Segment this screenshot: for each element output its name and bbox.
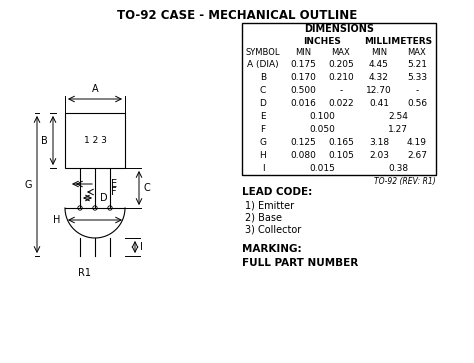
Text: 0.105: 0.105 (328, 151, 354, 160)
Text: 4.19: 4.19 (407, 138, 427, 147)
Text: 0.170: 0.170 (290, 73, 316, 82)
Text: I: I (140, 242, 143, 252)
Text: 5.21: 5.21 (407, 60, 427, 69)
Text: A: A (91, 84, 98, 94)
Text: H: H (260, 151, 266, 160)
Text: TO-92 (REV: R1): TO-92 (REV: R1) (374, 177, 436, 186)
Text: 1) Emitter: 1) Emitter (245, 200, 294, 210)
Text: R1: R1 (79, 268, 91, 278)
Text: 1.27: 1.27 (388, 125, 408, 134)
Text: 4.45: 4.45 (369, 60, 389, 69)
Text: D: D (260, 99, 266, 108)
Text: 1 2 3: 1 2 3 (83, 136, 107, 145)
Text: 0.38: 0.38 (388, 164, 408, 173)
Text: 3.18: 3.18 (369, 138, 389, 147)
Text: MILLIMETERS: MILLIMETERS (364, 37, 432, 46)
Text: B: B (260, 73, 266, 82)
Text: F: F (260, 125, 265, 134)
Text: 0.41: 0.41 (369, 99, 389, 108)
Text: C: C (144, 183, 151, 193)
Text: 0.205: 0.205 (328, 60, 354, 69)
Text: D: D (100, 193, 108, 203)
Text: H: H (53, 215, 60, 225)
Text: DIMENSIONS: DIMENSIONS (304, 24, 374, 34)
Text: G: G (259, 138, 266, 147)
Text: -: - (415, 86, 419, 95)
Text: LEAD CODE:: LEAD CODE: (242, 187, 312, 197)
Text: B: B (41, 135, 48, 146)
Text: FULL PART NUMBER: FULL PART NUMBER (242, 258, 358, 268)
Text: F: F (111, 187, 117, 197)
Text: INCHES: INCHES (303, 37, 341, 46)
Text: MIN: MIN (295, 48, 311, 57)
Text: E: E (111, 179, 117, 189)
Text: 0.050: 0.050 (309, 125, 335, 134)
Text: 2.03: 2.03 (369, 151, 389, 160)
Text: 0.016: 0.016 (290, 99, 316, 108)
Text: 0.100: 0.100 (309, 112, 335, 121)
Text: 2.67: 2.67 (407, 151, 427, 160)
Bar (65, 113, 125, 168)
Text: 4.32: 4.32 (369, 73, 389, 82)
Text: 0.015: 0.015 (309, 164, 335, 173)
Text: 0.080: 0.080 (290, 151, 316, 160)
Text: C: C (260, 86, 266, 95)
Text: 2.54: 2.54 (388, 112, 408, 121)
Text: 2) Base: 2) Base (245, 212, 282, 222)
Text: G: G (25, 179, 32, 189)
Text: I: I (262, 164, 264, 173)
Text: MAX: MAX (408, 48, 427, 57)
Text: 0.56: 0.56 (407, 99, 427, 108)
Text: 0.500: 0.500 (290, 86, 316, 95)
Text: MAX: MAX (332, 48, 350, 57)
Text: MARKING:: MARKING: (242, 244, 301, 254)
Text: A (DIA): A (DIA) (247, 60, 279, 69)
Text: 0.175: 0.175 (290, 60, 316, 69)
Text: 0.125: 0.125 (290, 138, 316, 147)
Text: 0.210: 0.210 (328, 73, 354, 82)
Bar (242, 23, 436, 175)
Text: 0.022: 0.022 (328, 99, 354, 108)
Text: 5.33: 5.33 (407, 73, 427, 82)
Text: -: - (339, 86, 343, 95)
Text: TO-92 CASE - MECHANICAL OUTLINE: TO-92 CASE - MECHANICAL OUTLINE (117, 9, 357, 22)
Text: SYMBOL: SYMBOL (246, 48, 280, 57)
Text: E: E (260, 112, 266, 121)
Text: 0.165: 0.165 (328, 138, 354, 147)
Text: MIN: MIN (371, 48, 387, 57)
Text: 12.70: 12.70 (366, 86, 392, 95)
Text: 3) Collector: 3) Collector (245, 224, 301, 234)
